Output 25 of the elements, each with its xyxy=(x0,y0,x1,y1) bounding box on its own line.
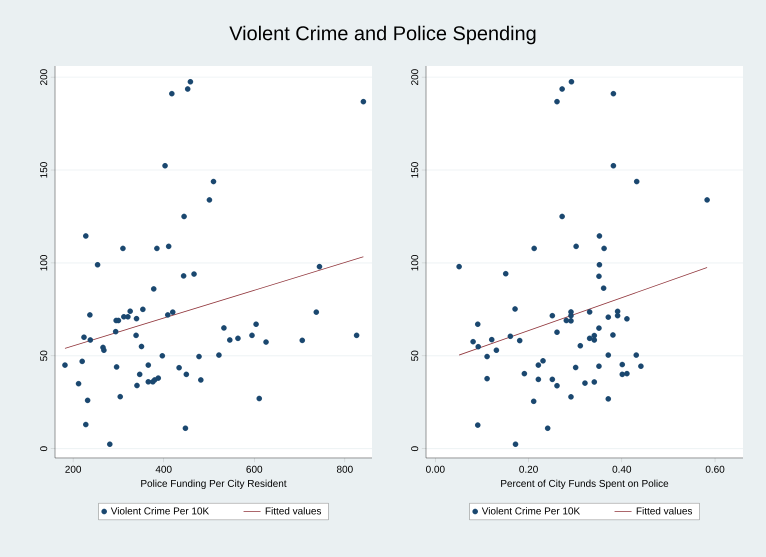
y-tick-label: 150 xyxy=(411,162,418,178)
x-tick-label: 0.00 xyxy=(426,466,445,473)
x-tick-label: 200 xyxy=(65,466,82,473)
y-tick-label: 0 xyxy=(411,446,418,452)
x-tick-label: 400 xyxy=(156,466,172,473)
x-tick-label: 0.20 xyxy=(519,466,538,473)
y-tick-label: 50 xyxy=(40,350,48,361)
x-axis-title: Police Funding Per City Resident xyxy=(141,480,287,489)
y-tick-label: 50 xyxy=(411,350,418,361)
y-tick-label: 100 xyxy=(40,254,48,270)
x-tick-label: 0.60 xyxy=(706,466,724,473)
y-tick-label: 150 xyxy=(40,162,48,178)
y-tick-label: 100 xyxy=(411,254,418,270)
legend-label: Fitted values xyxy=(266,507,322,514)
x-tick-label: 0.40 xyxy=(612,466,632,473)
y-tick-label: 200 xyxy=(411,69,418,85)
legend-label: Violent Crime Per 10K xyxy=(482,507,580,514)
x-axis-title: Percent of City Funds Spent on Police xyxy=(501,480,668,489)
y-tick-label: 200 xyxy=(40,69,48,85)
legend-label: Fitted values xyxy=(636,507,692,514)
x-tick-label: 800 xyxy=(336,466,353,473)
y-tick-label: 0 xyxy=(40,446,48,452)
legend-label: Violent Crime Per 10K xyxy=(110,507,210,514)
chart-title: Violent Crime and Police Spending xyxy=(229,26,536,44)
x-tick-label: 600 xyxy=(246,466,262,473)
